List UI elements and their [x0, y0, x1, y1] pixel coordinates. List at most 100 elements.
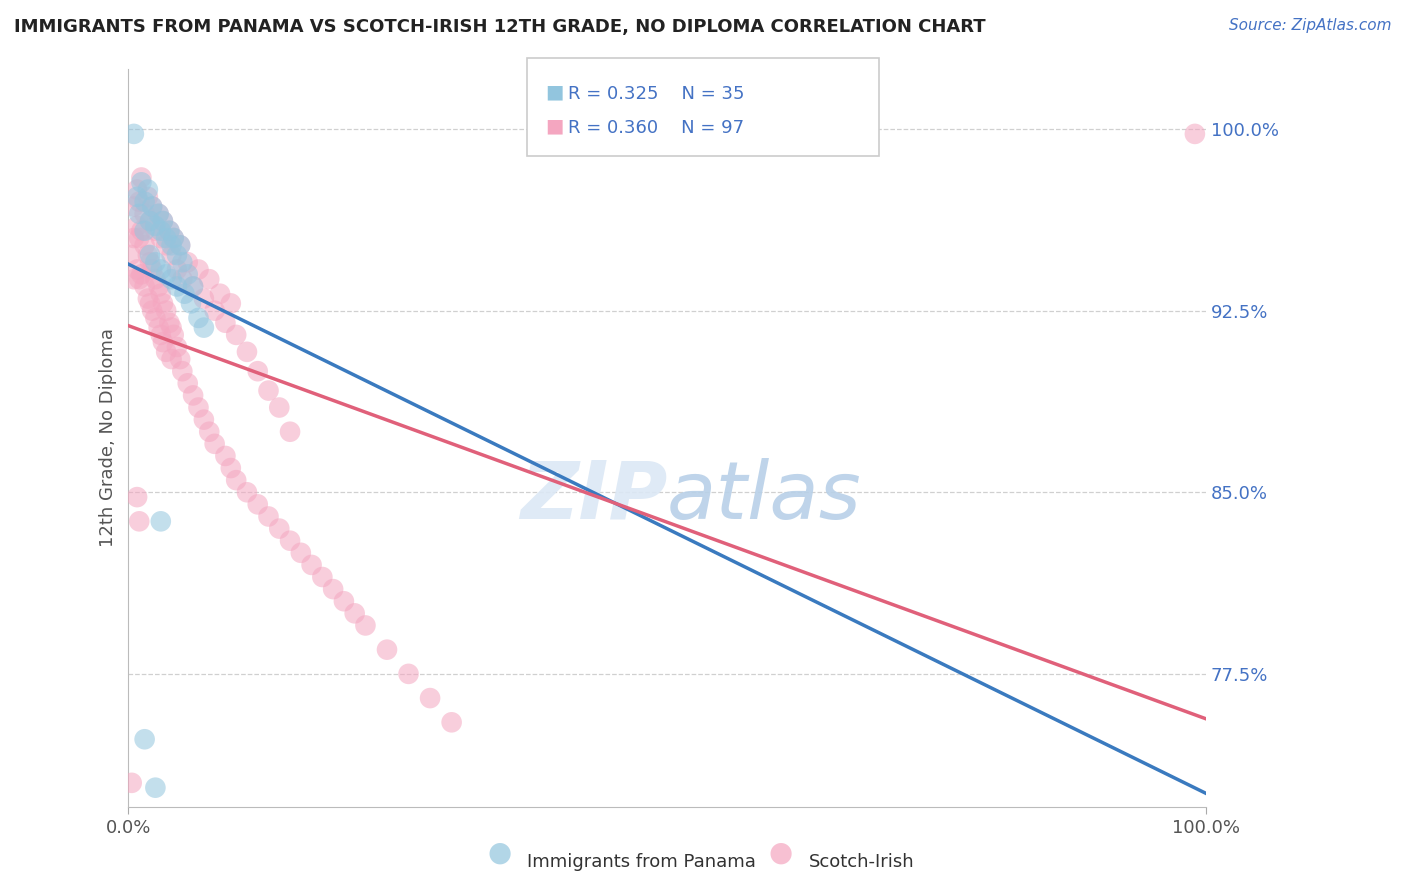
Point — [214, 449, 236, 463]
Point — [155, 268, 177, 282]
Point — [172, 364, 194, 378]
Point — [440, 715, 463, 730]
Point — [128, 231, 150, 245]
Point — [193, 292, 215, 306]
Point — [160, 352, 183, 367]
Point — [160, 238, 183, 252]
Point — [204, 437, 226, 451]
Point — [136, 292, 159, 306]
Point — [131, 175, 153, 189]
Point — [148, 207, 170, 221]
Point — [172, 255, 194, 269]
Point — [333, 594, 356, 608]
Point — [155, 303, 177, 318]
Point — [145, 224, 167, 238]
Point — [149, 262, 172, 277]
Point — [148, 320, 170, 334]
Point — [141, 200, 163, 214]
Point — [236, 485, 259, 500]
Point — [181, 279, 204, 293]
Text: ZIP: ZIP — [520, 458, 666, 536]
Point — [311, 570, 333, 584]
Point — [208, 286, 231, 301]
Point — [169, 238, 191, 252]
Point — [181, 279, 204, 293]
Point — [139, 296, 162, 310]
Text: IMMIGRANTS FROM PANAMA VS SCOTCH-IRISH 12TH GRADE, NO DIPLOMA CORRELATION CHART: IMMIGRANTS FROM PANAMA VS SCOTCH-IRISH 1… — [14, 18, 986, 36]
Point — [131, 170, 153, 185]
Point — [155, 344, 177, 359]
Point — [193, 412, 215, 426]
Point — [136, 190, 159, 204]
Point — [246, 497, 269, 511]
Point — [246, 364, 269, 378]
Point — [139, 248, 162, 262]
Point — [257, 384, 280, 398]
Point — [163, 231, 186, 245]
Point — [1184, 127, 1206, 141]
Point — [419, 691, 441, 706]
Point — [236, 344, 259, 359]
Point — [145, 310, 167, 325]
Point — [187, 262, 209, 277]
Text: Source: ZipAtlas.com: Source: ZipAtlas.com — [1229, 18, 1392, 33]
Point — [198, 425, 221, 439]
Point — [134, 194, 156, 209]
Point — [152, 296, 174, 310]
Point — [122, 272, 145, 286]
Point — [139, 255, 162, 269]
Point — [149, 327, 172, 342]
Point — [131, 224, 153, 238]
Point — [204, 303, 226, 318]
Point — [121, 776, 143, 790]
Point — [127, 183, 149, 197]
Point — [134, 207, 156, 221]
Point — [134, 732, 156, 747]
Point — [166, 248, 188, 262]
Point — [193, 320, 215, 334]
Point — [134, 279, 156, 293]
Point — [128, 194, 150, 209]
Point — [278, 425, 301, 439]
Point — [177, 376, 200, 391]
Point — [127, 219, 149, 233]
Point — [169, 238, 191, 252]
Point — [290, 546, 312, 560]
Point — [152, 214, 174, 228]
Point — [122, 127, 145, 141]
Point — [120, 248, 142, 262]
Point — [172, 272, 194, 286]
Text: ■: ■ — [546, 116, 564, 135]
Text: R = 0.325    N = 35: R = 0.325 N = 35 — [568, 85, 745, 103]
Point — [225, 327, 247, 342]
Point — [141, 303, 163, 318]
Point — [141, 200, 163, 214]
Point — [157, 316, 180, 330]
Text: atlas: atlas — [666, 458, 862, 536]
Point — [225, 473, 247, 487]
Point — [148, 207, 170, 221]
Point — [187, 401, 209, 415]
Text: ■: ■ — [546, 82, 564, 101]
Point — [160, 272, 183, 286]
Point — [269, 401, 291, 415]
Text: Immigrants from Panama: Immigrants from Panama — [527, 854, 756, 871]
Point — [278, 533, 301, 548]
Point — [343, 607, 366, 621]
Point — [166, 262, 188, 277]
Point — [128, 514, 150, 528]
Point — [136, 248, 159, 262]
Point — [155, 231, 177, 245]
Point — [160, 248, 183, 262]
Point — [169, 352, 191, 367]
Point — [139, 214, 162, 228]
Point — [127, 190, 149, 204]
Point — [198, 272, 221, 286]
Point — [139, 214, 162, 228]
Text: ●: ● — [486, 839, 512, 867]
Point — [157, 224, 180, 238]
Point — [145, 272, 167, 286]
Point — [122, 200, 145, 214]
Text: R = 0.360    N = 97: R = 0.360 N = 97 — [568, 119, 744, 136]
Point — [128, 207, 150, 221]
